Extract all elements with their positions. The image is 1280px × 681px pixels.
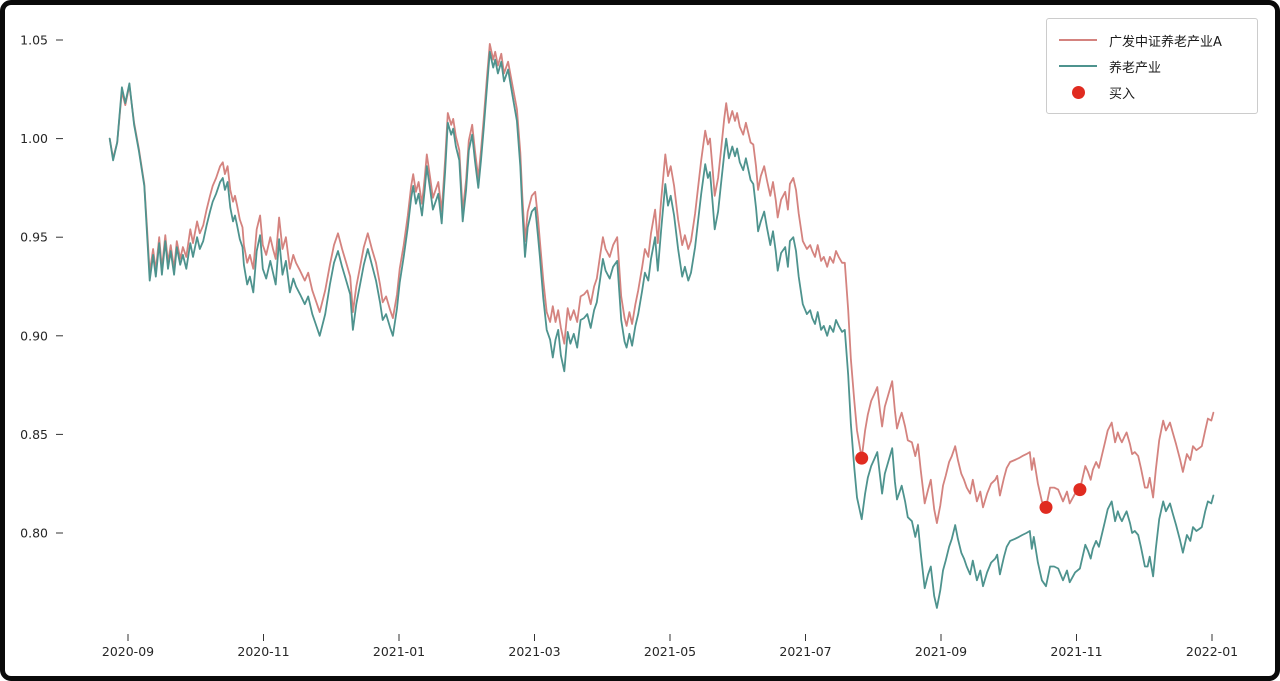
x-axis-tick-label: 2021-01 xyxy=(373,644,425,659)
y-axis-tick-label: 1.00 xyxy=(20,131,48,146)
legend-item-fund: 广发中证养老产业A xyxy=(1059,27,1247,53)
legend-label-buy: 买入 xyxy=(1109,86,1136,102)
y-axis-tick-label: 0.95 xyxy=(20,230,48,245)
x-axis-tick-label: 2021-09 xyxy=(915,644,967,659)
buy-dot-icon xyxy=(1071,85,1085,99)
index-line-swatch-icon xyxy=(1059,65,1097,67)
x-axis-tick-label: 2021-07 xyxy=(779,644,831,659)
buy-marker-dot xyxy=(855,451,869,465)
y-axis-tick-label: 1.05 xyxy=(20,33,48,48)
x-axis-tick-label: 2021-03 xyxy=(508,644,560,659)
index-price-line xyxy=(108,50,1215,609)
buy-dot-swatch-wrap xyxy=(1059,85,1097,99)
y-axis-tick-label: 0.90 xyxy=(20,328,48,343)
buy-marker-dot xyxy=(1073,483,1087,497)
fund-price-line xyxy=(108,43,1215,524)
x-axis-tick-label: 2021-11 xyxy=(1050,644,1102,659)
legend: 广发中证养老产业A 养老产业 买入 xyxy=(1046,18,1258,114)
legend-label-fund: 广发中证养老产业A xyxy=(1109,34,1222,50)
x-axis-tick-label: 2020-09 xyxy=(102,644,154,659)
x-axis-tick-label: 2022-01 xyxy=(1186,644,1238,659)
buy-marker-dot xyxy=(1039,500,1053,514)
legend-item-index: 养老产业 xyxy=(1059,53,1247,79)
fund-line-swatch-icon xyxy=(1059,39,1097,41)
x-axis-tick-label: 2021-05 xyxy=(644,644,696,659)
x-axis-tick-label: 2020-11 xyxy=(237,644,289,659)
y-axis-tick-label: 0.80 xyxy=(20,526,48,541)
y-axis-tick-label: 0.85 xyxy=(20,427,48,442)
legend-item-buy: 买入 xyxy=(1059,79,1247,105)
legend-label-index: 养老产业 xyxy=(1109,60,1162,76)
